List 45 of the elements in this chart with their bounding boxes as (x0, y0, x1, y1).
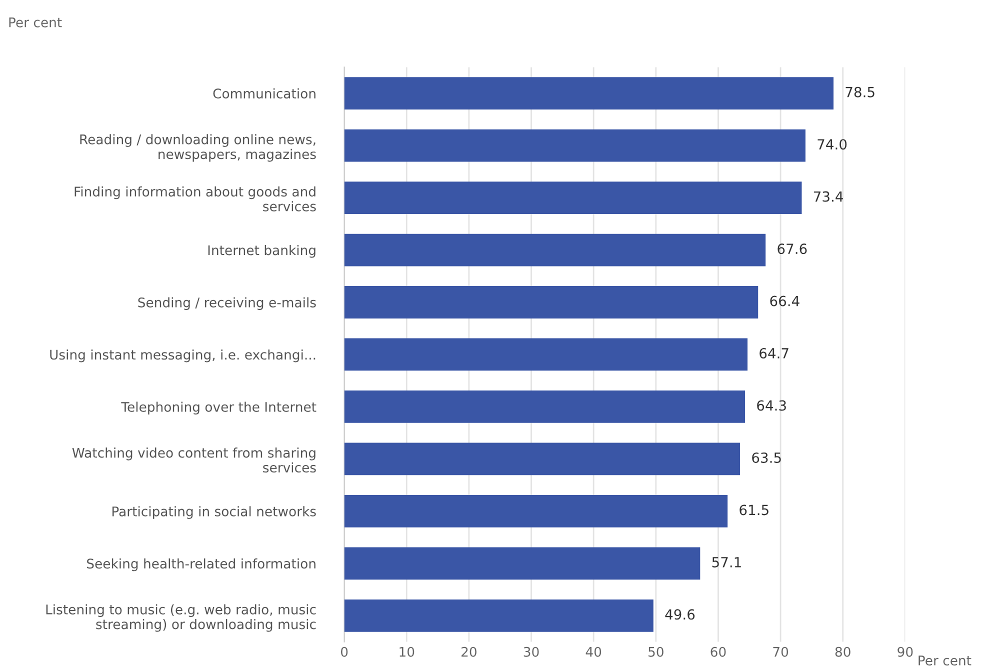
y-tick-label: Seeking health-related information (87, 558, 316, 572)
bar (344, 77, 834, 110)
y-tick-label: Sending / receiving e-mails (138, 297, 316, 310)
y-tick-label: Telephoning over the Internet (121, 402, 316, 414)
y-tick-label: Reading / downloading online news, newspapers, magazines (80, 134, 316, 162)
bar (344, 129, 806, 162)
data-label: 66.4 (770, 296, 800, 306)
y-tick-label: Finding information about goods and services (74, 186, 316, 212)
bar (344, 547, 700, 580)
y-tick-label: Using instant messaging, i.e. exchangi... (50, 349, 316, 362)
data-label: 63.5 (752, 452, 781, 463)
y-tick-label: Listening to music (e.g. web radio, music streaming) or downloading music (46, 604, 316, 632)
bar (344, 494, 728, 528)
data-label: 78.5 (846, 86, 874, 98)
x-tick-label: 40 (586, 646, 602, 657)
bar (344, 182, 802, 214)
data-label: 61.5 (740, 504, 768, 516)
bar (344, 338, 748, 371)
x-tick-label: 60 (710, 646, 726, 657)
x-tick-label: 90 (898, 646, 913, 657)
data-label: 73.4 (814, 191, 843, 202)
y-tick-label: Participating in social networks (112, 506, 316, 519)
x-tick-label: 20 (462, 646, 476, 657)
x-tick-label: 30 (524, 646, 539, 657)
data-label: 67.6 (778, 244, 807, 254)
data-label: 74.0 (818, 139, 847, 150)
x-axis-title: Per cent (918, 656, 972, 666)
data-label: 49.6 (665, 609, 695, 620)
y-tick-label: Communication (213, 88, 316, 99)
bar (344, 442, 740, 476)
data-label: 64.3 (757, 400, 786, 411)
data-label: 57.1 (712, 557, 741, 568)
bar (344, 390, 746, 423)
y-tick-label: Watching video content from sharing services (72, 448, 316, 473)
x-tick-label: 0 (340, 646, 348, 657)
bar (344, 234, 766, 266)
bar (344, 599, 654, 632)
y-tick-label: Internet banking (208, 245, 316, 258)
y-axis-title: Per cent (9, 18, 62, 28)
x-tick-label: 70 (773, 646, 788, 657)
bar (344, 286, 758, 318)
x-tick-label: 80 (835, 646, 850, 657)
data-label: 64.7 (760, 348, 788, 359)
x-tick-label: 10 (400, 646, 414, 657)
x-tick-label: 50 (648, 646, 664, 657)
